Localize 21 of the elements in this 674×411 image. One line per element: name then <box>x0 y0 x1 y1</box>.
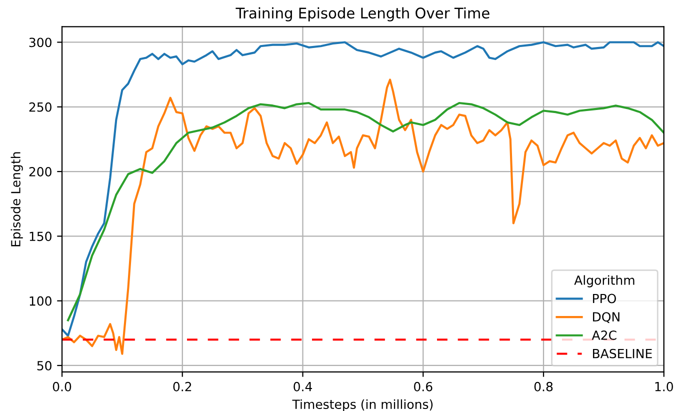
legend-label: BASELINE <box>593 348 652 358</box>
x-tick-label: 0.6 <box>414 382 432 392</box>
y-tick-label: 300 <box>29 38 52 48</box>
x-tick-label: 0.4 <box>294 382 312 392</box>
legend-title: Algorithm <box>574 275 634 288</box>
x-tick-label: 0.0 <box>52 382 72 392</box>
y-tick-label: 150 <box>30 232 52 242</box>
y-axis-title: Episode Length <box>10 152 23 246</box>
x-tick-label: 1.0 <box>655 382 673 392</box>
x-axis-title: Timesteps (in millions) <box>292 399 433 411</box>
legend-label: PPO <box>593 294 616 304</box>
y-tick-label: 50 <box>37 360 52 370</box>
x-tick-label: 0.2 <box>173 382 192 392</box>
x-tick-label: 0.8 <box>534 382 553 392</box>
y-tick-label: 200 <box>29 167 52 176</box>
legend-label: DQN <box>593 312 620 324</box>
y-tick-label: 250 <box>29 102 52 112</box>
legend-label: A2C <box>592 330 616 340</box>
line-series <box>66 102 664 322</box>
y-tick-label: 100 <box>30 296 52 306</box>
chart-title: Training Episode Length Over Time <box>236 7 490 22</box>
